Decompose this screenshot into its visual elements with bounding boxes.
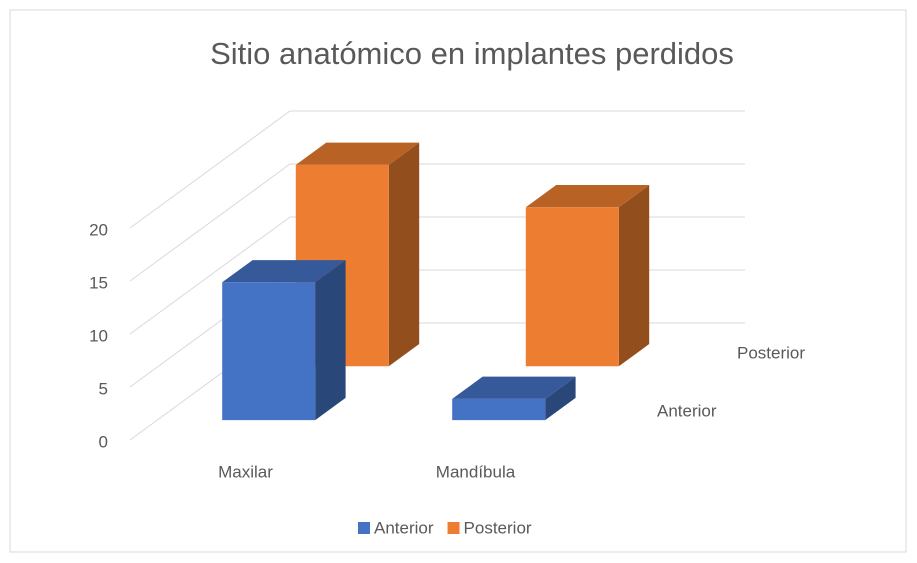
bar-top <box>295 142 420 165</box>
bar-top <box>222 260 346 283</box>
y-tick-label: 20 <box>89 220 108 239</box>
bar-side <box>618 185 650 367</box>
bar <box>452 376 576 421</box>
grid-line <box>129 163 745 282</box>
bar-top <box>525 185 650 208</box>
bar-side <box>545 376 576 421</box>
y-tick-label: 5 <box>99 379 108 398</box>
y-tick-label: 15 <box>89 273 108 292</box>
bar <box>222 260 346 421</box>
y-tick-label: 10 <box>89 326 108 345</box>
bar-side <box>315 260 346 421</box>
bar-top <box>452 376 576 399</box>
legend-label: Anterior <box>374 518 434 537</box>
legend-swatch <box>447 522 460 534</box>
x-tick-label: Maxilar <box>218 462 273 481</box>
legend-label: Posterior <box>464 518 532 537</box>
legend-swatch <box>358 522 370 534</box>
y-tick-label: 0 <box>99 432 108 451</box>
grid-line <box>129 110 745 229</box>
bar-front <box>452 398 546 421</box>
chart-border <box>9 9 907 553</box>
bar-side <box>388 142 420 367</box>
bar-front <box>222 282 316 421</box>
x-tick-label: Mandíbula <box>436 462 516 481</box>
bar-front <box>525 207 619 367</box>
chart-title: Sitio anatómico en implantes perdidos <box>210 36 734 71</box>
bar <box>525 185 650 367</box>
depth-label: Anterior <box>657 401 717 420</box>
depth-label: Posterior <box>737 343 805 362</box>
